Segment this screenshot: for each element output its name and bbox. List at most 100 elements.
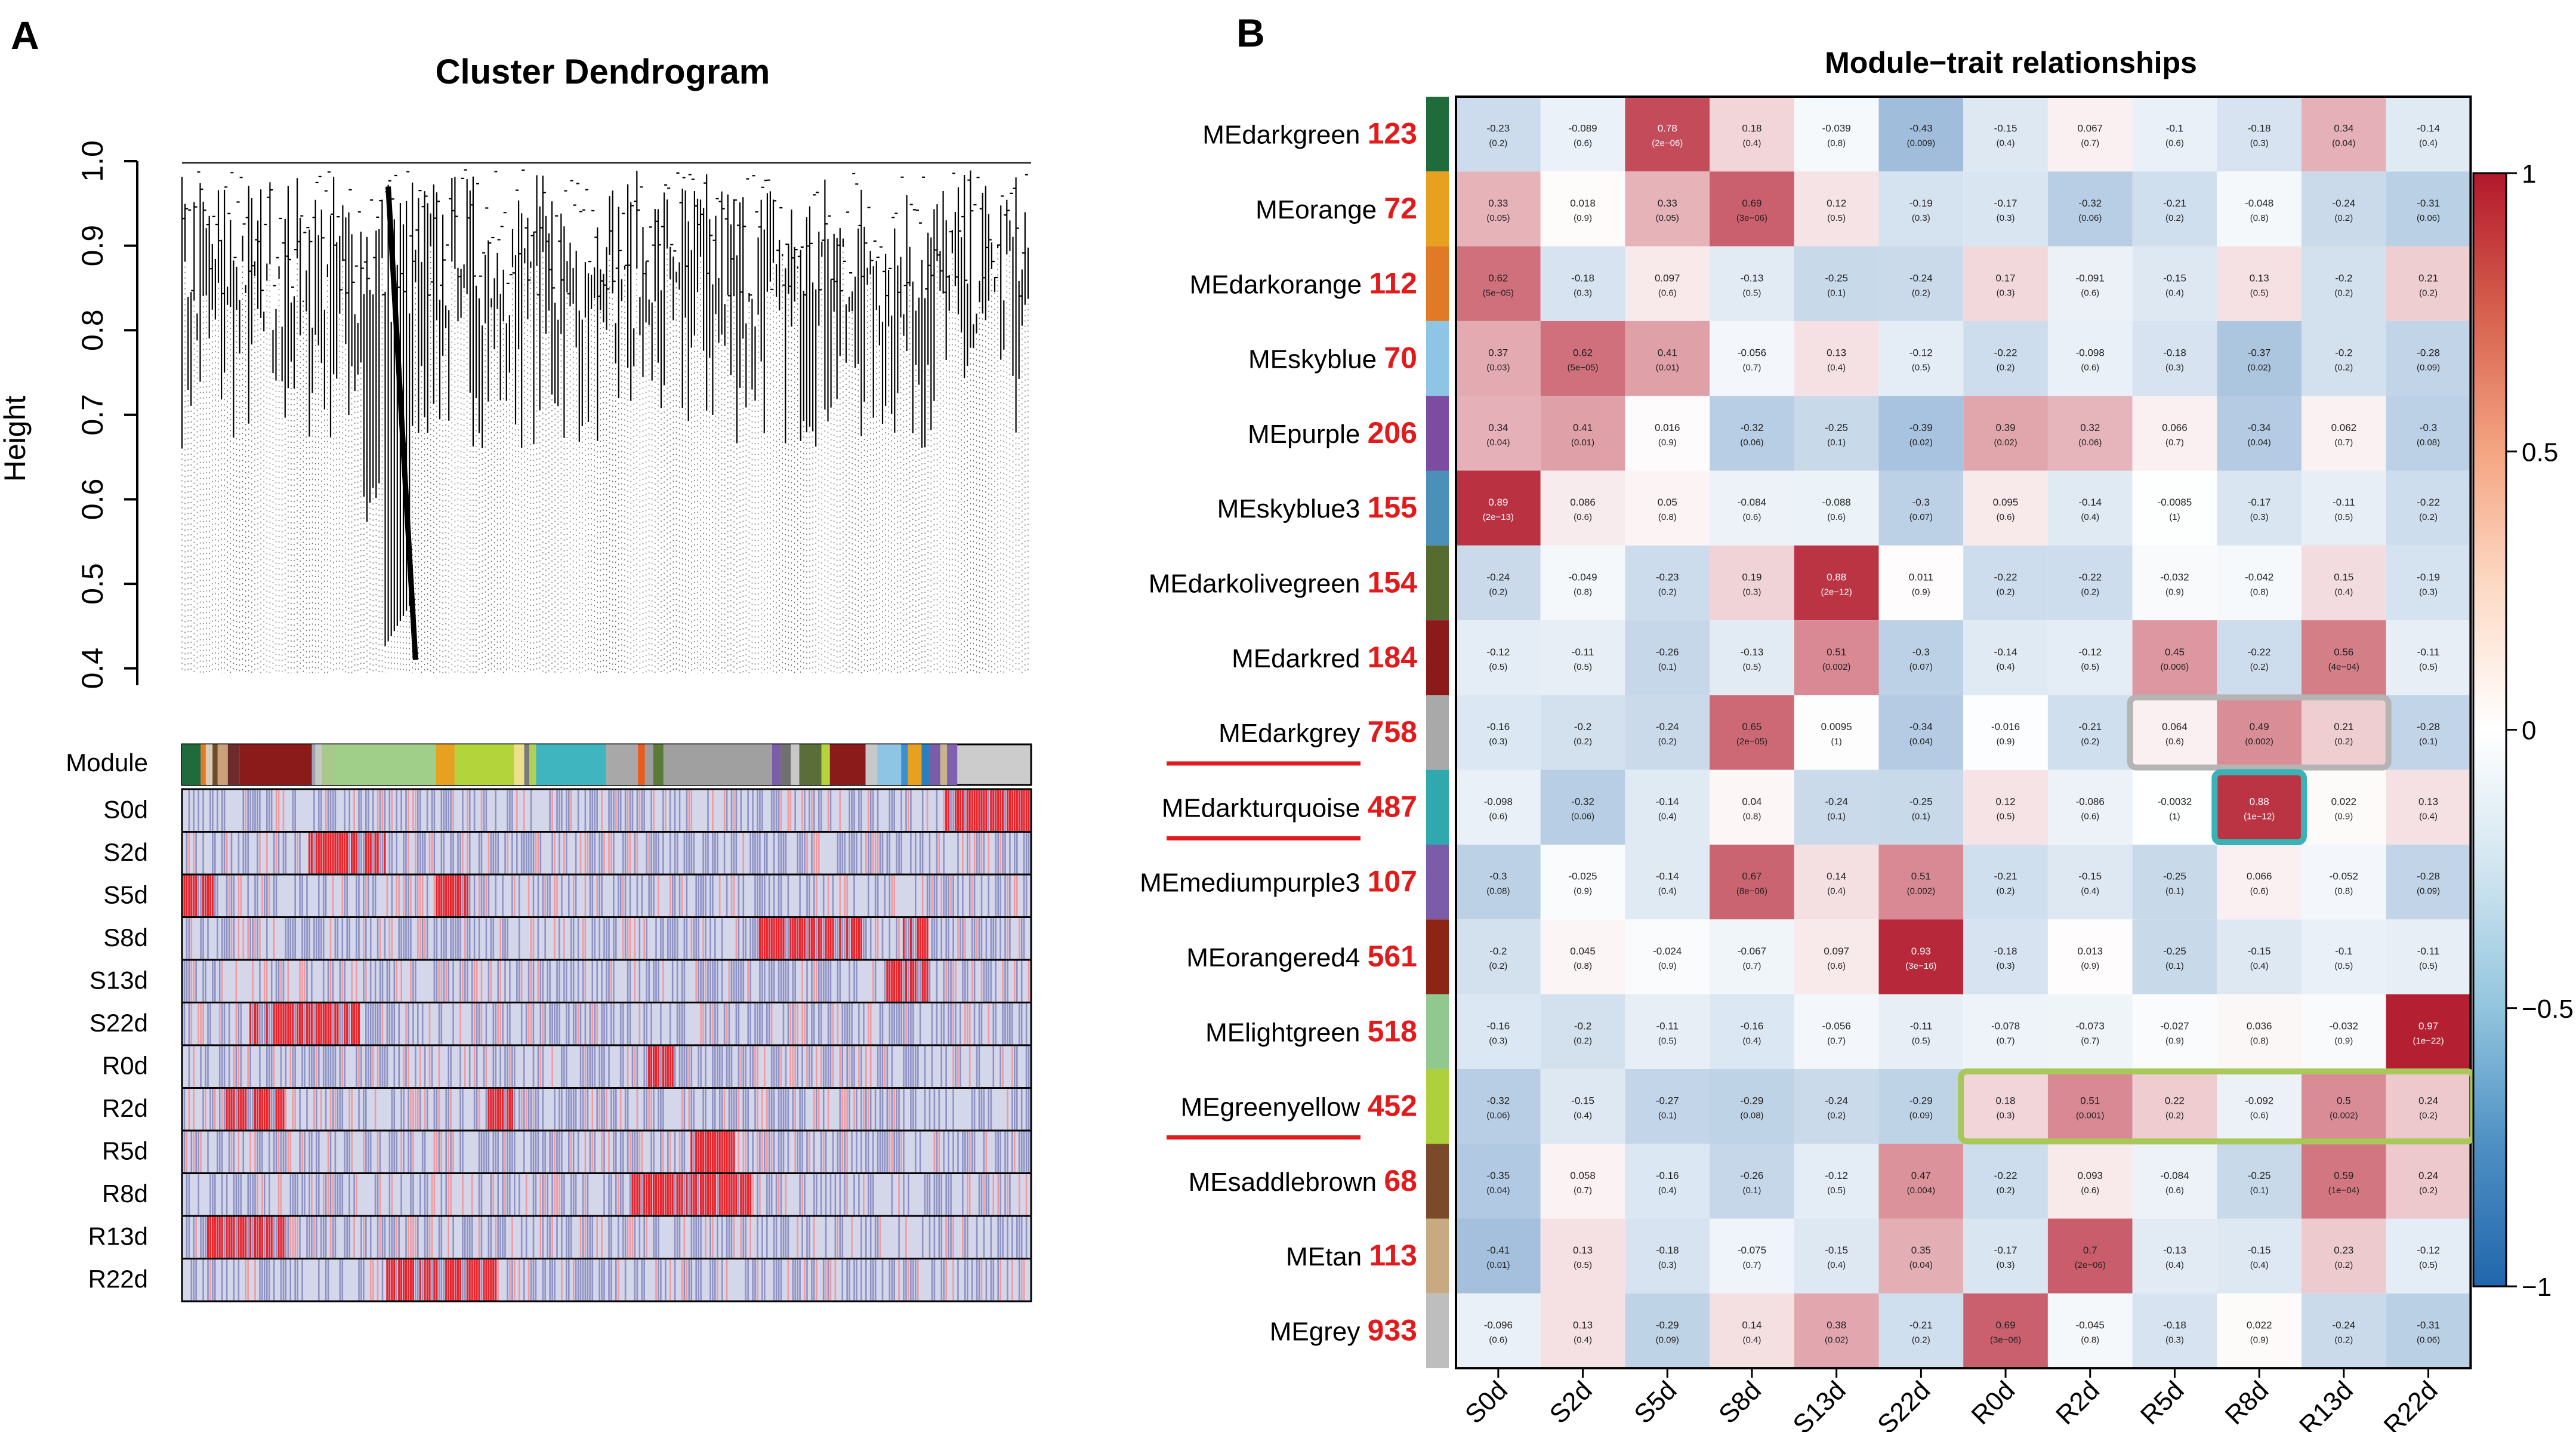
correlation-value: -0.18 xyxy=(1656,1245,1679,1256)
correlation-value: 0.17 xyxy=(1996,272,2016,284)
correlation-value: 0.7 xyxy=(2083,1245,2097,1256)
heatmap-cell-fill xyxy=(1963,769,2048,845)
correlation-value: 0.65 xyxy=(1742,721,1761,732)
heatmap-cell: -0.11 (0.5) xyxy=(2386,620,2471,695)
trait-strip-mid xyxy=(186,1131,1016,1174)
p-value: (0.2) xyxy=(2419,512,2438,522)
correlation-value: 0.095 xyxy=(1993,497,2019,508)
module-gene-count: 206 xyxy=(1368,416,1417,449)
correlation-value: -0.29 xyxy=(1909,1095,1933,1107)
p-value: (0.4) xyxy=(2165,288,2184,298)
heatmap-cell: -0.26 (0.1) xyxy=(1710,1144,1794,1219)
p-value: (1) xyxy=(1831,737,1841,747)
heatmap-cell: 0.064 (0.6) xyxy=(2132,695,2217,770)
module-row-labels: MEdarkgreen 123 MEorange 72 MEdarkorange 1… xyxy=(1140,117,1417,1347)
heatmap-cell-fill xyxy=(1794,321,1879,396)
p-value: (0.7) xyxy=(1743,363,1761,373)
p-value: (0.04) xyxy=(1909,737,1933,747)
trait-strip-low xyxy=(183,1002,1028,1045)
correlation-value: -0.14 xyxy=(2417,123,2440,134)
heatmap-cell: 0.49 (0.002) xyxy=(2217,695,2302,770)
heatmap-cell-fill xyxy=(2132,396,2217,471)
heatmap-cell: -0.048 (0.8) xyxy=(2217,171,2302,247)
p-value: (2e−06) xyxy=(2075,1260,2106,1270)
module-segment xyxy=(663,744,772,785)
heatmap-cell-fill xyxy=(2047,396,2133,471)
heatmap-cell-fill xyxy=(2386,1068,2471,1144)
heatmap-cell-fill xyxy=(1710,1144,1794,1219)
p-value: (0.7) xyxy=(2081,138,2099,149)
heatmap-cell-fill xyxy=(1710,246,1794,321)
correlation-value: -0.13 xyxy=(1741,272,1764,284)
heatmap-cell-fill xyxy=(1540,919,1625,994)
heatmap-cell-fill xyxy=(1456,97,1541,172)
heatmap-cell-fill xyxy=(1540,470,1625,546)
heatmap-cell: -0.025 (0.9) xyxy=(1540,845,1625,920)
heatmap-cell-fill xyxy=(2217,97,2302,172)
p-value: (0.8) xyxy=(2081,1335,2099,1345)
trait-strip-low xyxy=(183,960,1023,1003)
heatmap-cell-fill xyxy=(1625,470,1710,546)
heatmap-cell: 0.022 (0.9) xyxy=(2217,1293,2302,1369)
heatmap-cell: 0.018 (0.9) xyxy=(1540,171,1625,247)
trait-strip-frame xyxy=(181,1258,1032,1302)
panel-a-letter: A xyxy=(11,13,39,57)
correlation-value: 0.41 xyxy=(1573,422,1593,433)
heatmap-cell-fill xyxy=(1794,769,1879,845)
p-value: (0.02) xyxy=(1994,438,2017,448)
heatmap-cell: 0.51 (0.001) xyxy=(2047,1068,2133,1144)
module-gene-count: 758 xyxy=(1368,715,1417,749)
module-name: MEdarkgreen xyxy=(1202,121,1367,150)
correlation-value: -0.24 xyxy=(1909,272,1933,284)
heatmap-cell-fill xyxy=(1794,396,1879,471)
trait-row-label: R8d xyxy=(102,1180,148,1208)
correlation-value: -0.21 xyxy=(1994,871,2017,882)
correlation-value: -0.15 xyxy=(2163,272,2186,284)
heatmap-cell-fill xyxy=(1963,97,2048,172)
heatmap-cell: -0.25 (0.1) xyxy=(2132,845,2217,920)
module-name: MEdarkred xyxy=(1232,644,1367,673)
heatmap-cell-fill xyxy=(2047,1144,2133,1219)
p-value: (0.004) xyxy=(1907,1185,1936,1196)
heatmap-cell: -0.16 (0.4) xyxy=(1625,1144,1710,1219)
heatmap-cell: 0.34 (0.04) xyxy=(1456,396,1541,471)
highlight-box xyxy=(2127,694,2392,771)
p-value: (0.02) xyxy=(2248,363,2271,373)
heatmap-cell: 0.12 (0.5) xyxy=(1794,171,1879,247)
heatmap-cell: -0.19 (0.3) xyxy=(1878,171,1964,247)
heatmap-cell-fill xyxy=(1794,1293,1879,1369)
p-value: (0.2) xyxy=(2334,363,2353,373)
p-value: (0.4) xyxy=(1743,138,1761,149)
heatmap-cell-fill xyxy=(2386,769,2471,845)
heatmap-cell: 0.24 (0.2) xyxy=(2386,1144,2471,1219)
trait-column-label: R22d xyxy=(2378,1376,2444,1432)
heatmap-cell: -0.32 (0.06) xyxy=(2047,171,2133,247)
heatmap-cell-fill xyxy=(1540,1144,1625,1219)
p-value: (0.9) xyxy=(1912,587,1930,597)
heatmap-cell: 0.35 (0.04) xyxy=(1878,1218,1964,1294)
heatmap-cell-fill xyxy=(1456,171,1541,247)
heatmap-cell: -0.18 (0.3) xyxy=(2217,97,2302,172)
correlation-value: -0.084 xyxy=(2160,1170,2189,1181)
correlation-value: 0.12 xyxy=(1827,198,1846,209)
correlation-value: 0.23 xyxy=(2334,1245,2353,1256)
heatmap-cell-fill xyxy=(2386,545,2471,621)
heatmap-cell: -0.21 (0.2) xyxy=(1963,845,2048,920)
module-color-swatch xyxy=(1426,845,1449,920)
heatmap-cell-fill xyxy=(1878,171,1964,247)
p-value: (0.09) xyxy=(2417,363,2440,373)
p-value: (0.5) xyxy=(1912,1036,1930,1046)
dendrogram-tree xyxy=(181,162,1031,673)
heatmap-cell: -0.34 (0.04) xyxy=(2217,396,2302,471)
p-value: (0.5) xyxy=(1489,662,1507,672)
trait-strip-high xyxy=(758,917,928,960)
correlation-value: -0.2 xyxy=(2335,272,2352,284)
heatmap-cell: 0.13 (0.4) xyxy=(1540,1293,1625,1369)
p-value: (0.4) xyxy=(1827,363,1846,373)
heatmap-title: Module−trait relationships xyxy=(1825,46,2197,79)
trait-row-label: S0d xyxy=(103,796,148,824)
heatmap-cell-fill xyxy=(2302,1068,2386,1144)
p-value: (0.2) xyxy=(1997,1185,2015,1196)
p-value: (0.06) xyxy=(1740,438,1763,448)
